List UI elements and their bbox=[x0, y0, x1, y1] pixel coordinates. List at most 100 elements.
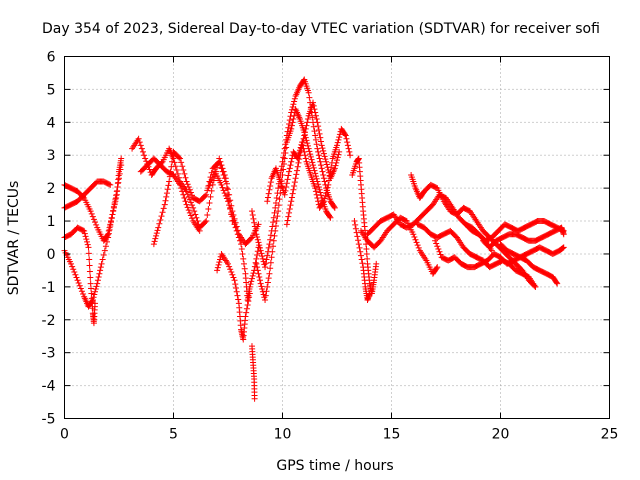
data-point bbox=[300, 77, 307, 84]
data-point bbox=[319, 145, 326, 152]
data-point bbox=[281, 145, 288, 152]
data-point bbox=[250, 270, 257, 277]
data-point bbox=[304, 119, 311, 126]
data-point bbox=[301, 132, 308, 139]
data-point bbox=[185, 193, 192, 200]
data-point bbox=[262, 260, 269, 267]
data-point bbox=[332, 162, 339, 169]
data-point bbox=[85, 250, 92, 257]
data-point bbox=[433, 240, 440, 247]
data-point bbox=[282, 187, 289, 194]
data-point bbox=[288, 198, 295, 205]
data-point bbox=[267, 179, 274, 186]
series-track-24 bbox=[497, 241, 567, 261]
series-track-9 bbox=[214, 250, 253, 343]
y-tick-label: -1 bbox=[42, 280, 56, 296]
data-point bbox=[203, 191, 210, 198]
data-point bbox=[181, 195, 188, 202]
data-point bbox=[230, 217, 237, 224]
data-point bbox=[166, 173, 173, 180]
data-point bbox=[226, 202, 233, 209]
data-point bbox=[412, 236, 419, 243]
data-point bbox=[193, 214, 200, 221]
data-point bbox=[216, 158, 223, 165]
data-point bbox=[262, 264, 269, 271]
series-track-1 bbox=[61, 155, 125, 244]
data-point bbox=[166, 178, 173, 185]
data-point bbox=[316, 130, 323, 137]
data-point bbox=[165, 182, 172, 189]
data-point bbox=[163, 193, 170, 200]
data-point bbox=[322, 156, 329, 163]
x-tick-label: 10 bbox=[274, 427, 292, 443]
data-point bbox=[305, 89, 312, 96]
data-point bbox=[182, 198, 189, 205]
data-point bbox=[222, 192, 229, 199]
data-point bbox=[226, 263, 233, 270]
data-point bbox=[302, 125, 309, 132]
data-point bbox=[158, 213, 165, 220]
data-point bbox=[315, 181, 322, 188]
data-point bbox=[313, 116, 320, 123]
data-point bbox=[265, 244, 272, 251]
data-point bbox=[359, 260, 366, 267]
data-point bbox=[559, 244, 566, 251]
data-point bbox=[316, 155, 323, 162]
x-tick-label: 20 bbox=[492, 427, 510, 443]
data-point bbox=[234, 231, 241, 238]
data-point bbox=[80, 227, 87, 234]
data-point bbox=[269, 248, 276, 255]
data-point bbox=[207, 179, 214, 186]
data-point bbox=[76, 282, 83, 289]
data-point bbox=[286, 209, 293, 216]
data-point bbox=[281, 191, 288, 198]
data-point bbox=[327, 214, 334, 221]
data-point bbox=[296, 152, 303, 159]
data-point bbox=[90, 216, 97, 223]
data-point bbox=[106, 226, 113, 233]
data-point bbox=[270, 219, 277, 226]
data-point bbox=[326, 213, 333, 220]
data-point bbox=[112, 196, 119, 203]
data-point bbox=[92, 300, 99, 307]
data-point bbox=[286, 205, 293, 212]
data-point bbox=[208, 176, 215, 183]
data-point bbox=[217, 256, 224, 263]
data-point bbox=[336, 148, 343, 155]
data-point bbox=[255, 239, 262, 246]
data-point bbox=[319, 168, 326, 175]
data-point bbox=[312, 136, 319, 143]
data-point bbox=[317, 189, 324, 196]
data-point bbox=[254, 267, 261, 274]
data-point bbox=[357, 248, 364, 255]
data-point bbox=[82, 233, 89, 240]
data-point bbox=[258, 283, 265, 290]
data-point bbox=[270, 243, 277, 250]
data-point bbox=[256, 242, 263, 249]
data-point bbox=[243, 305, 250, 312]
data-point bbox=[294, 167, 301, 174]
data-point bbox=[139, 148, 146, 155]
data-point bbox=[187, 199, 194, 206]
data-point bbox=[302, 152, 309, 159]
data-point bbox=[288, 125, 295, 132]
data-point bbox=[254, 233, 261, 240]
data-point bbox=[80, 290, 87, 297]
data-point bbox=[288, 158, 295, 165]
y-tick-label: 6 bbox=[47, 50, 56, 66]
data-point bbox=[285, 124, 292, 131]
data-point bbox=[316, 186, 323, 193]
data-point bbox=[262, 292, 269, 299]
data-point bbox=[189, 192, 196, 199]
data-point bbox=[74, 277, 81, 284]
data-point bbox=[174, 170, 181, 177]
data-point bbox=[146, 166, 153, 173]
data-point bbox=[233, 227, 240, 234]
data-point bbox=[415, 244, 422, 251]
data-point bbox=[342, 132, 349, 139]
series-track-10 bbox=[248, 343, 258, 402]
data-point bbox=[68, 260, 75, 267]
data-point bbox=[89, 213, 96, 220]
data-point bbox=[532, 283, 539, 290]
data-point bbox=[108, 215, 115, 222]
